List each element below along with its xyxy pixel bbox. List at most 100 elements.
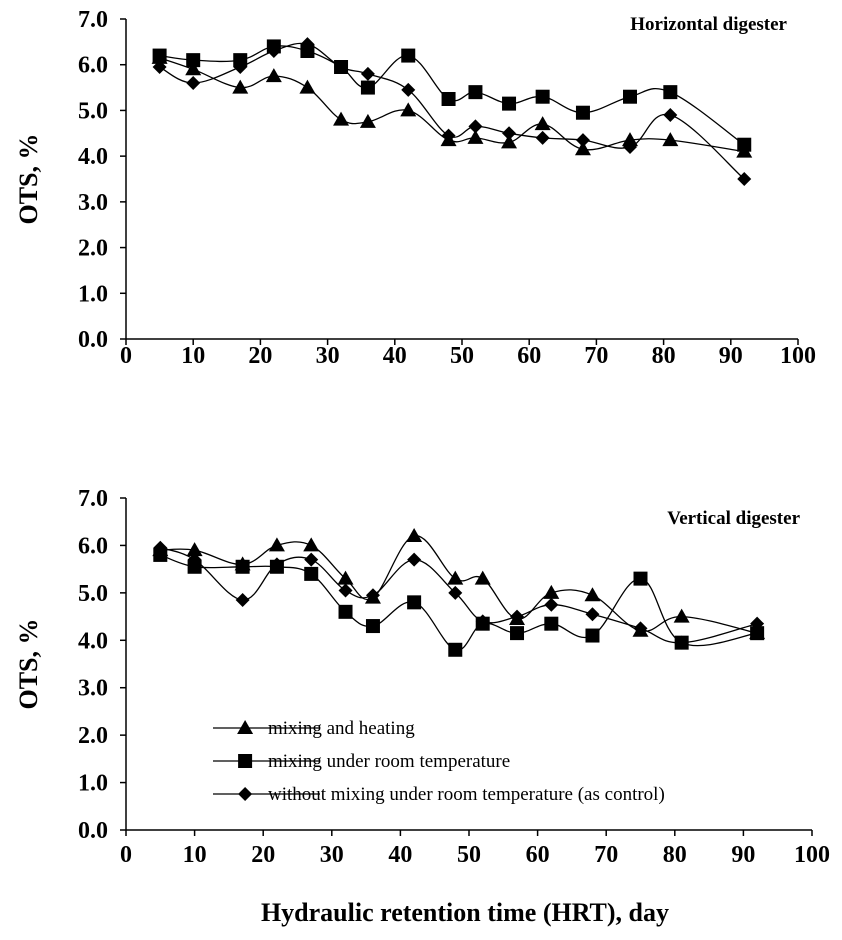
legend-label-without-mixing-under-room-temperature-as-control: without mixing under room temperature (a… [268,784,665,805]
data-point-square [152,48,167,63]
x-tick-label: 30 [320,842,344,868]
data-point-diamond [269,557,284,572]
data-point-square [448,642,463,657]
y-tick-label: 6.0 [78,533,108,559]
y-tick-label: 2.0 [78,723,108,749]
data-point-triangle [574,141,591,156]
data-point-square [360,80,375,95]
x-tick-label: 0 [120,842,132,868]
data-point-diamond [338,583,353,598]
data-point-triangle [543,584,560,599]
data-point-diamond [448,585,463,600]
horizontal-digester-panel: 0.0 1.0 2.0 3.0 4.0 5.0 6.0 7.0 0 10 20 30 40 50 60 70 8… [14,7,816,369]
y-tick-label: 6.0 [78,53,108,79]
data-point-triangle [622,132,638,147]
data-point-diamond [266,44,281,58]
x-tick-label: 100 [794,842,830,868]
series-line-diamond [159,42,745,180]
y-tick-label: 3.0 [78,676,108,702]
x-tick-label: 20 [251,842,275,868]
data-point-diamond [304,552,319,567]
data-point-diamond [360,66,375,81]
legend-label-mixing-under-room-temperature: mixing under room temperature [268,751,510,772]
x-tick-label: 70 [594,842,618,868]
data-point-square [153,547,168,562]
data-point-diamond [186,76,201,90]
data-point-triangle [406,527,423,542]
data-point-diamond [468,119,483,134]
data-point-square [441,92,456,106]
data-point-triangle [303,537,320,552]
data-point-diamond [737,172,752,186]
data-point-diamond [300,37,315,52]
x-tick-label: 0 [120,343,132,369]
data-point-diamond [535,130,550,145]
y-tick-label: 2.0 [78,236,108,262]
x-tick-label: 20 [248,343,272,369]
data-point-diamond [674,635,689,650]
data-point-square [750,626,765,641]
y-tick-label: 1.0 [78,281,108,307]
data-point-diamond [475,614,490,629]
x-tick-label: 40 [388,842,412,868]
data-point-diamond [502,126,517,141]
x-tick-label: 60 [526,842,550,868]
data-point-square [737,137,752,152]
x-axis-title: Hydraulic retention time (HRT), day [261,898,669,927]
x-tick-label: 70 [584,343,608,369]
data-point-diamond [235,592,250,607]
data-point-triangle [447,570,464,585]
x-tick-label: 50 [450,343,474,369]
data-point-triangle [299,79,316,94]
data-point-square [663,85,678,100]
data-point-triangle [186,542,203,557]
data-point-diamond [663,108,678,122]
y-axis-title: OTS, % [14,618,43,709]
data-point-square [544,616,559,631]
y-tick-label: 4.0 [78,628,108,654]
y-tick-label: 7.0 [78,486,108,512]
data-point-triangle [584,587,601,602]
data-point-triangle [467,129,484,144]
vertical-digester-panel: 0.0 1.0 2.0 3.0 4.0 5.0 6.0 7.0 0 10 20 30 40 50 60 70 8… [14,486,830,927]
data-point-triangle [400,102,417,117]
data-point-triangle [232,79,249,94]
data-point-square [623,89,637,104]
data-point-diamond [365,588,380,603]
data-point-diamond [152,60,167,74]
data-point-diamond [510,609,525,624]
data-point-triangle [474,570,491,585]
x-tick-label: 50 [457,842,481,868]
series-line-triangle [160,535,758,634]
data-point-diamond [407,552,422,567]
x-tick-label: 10 [181,343,205,369]
data-point-diamond [750,616,765,631]
data-point-diamond [153,540,168,555]
data-point-square [502,96,517,111]
data-point-triangle [265,68,282,83]
data-point-square [407,595,422,610]
data-point-diamond [187,552,202,567]
panel-title: Horizontal digester [630,14,787,35]
data-point-square [365,619,380,634]
series-line-diamond [160,547,758,644]
series-line-square [159,45,745,146]
x-tick-label: 90 [719,343,743,369]
x-tick-label: 80 [663,842,687,868]
data-point-diamond [401,82,416,97]
data-point-triangle [268,537,285,552]
x-tick-label: 100 [780,343,816,369]
series-line-triangle [159,57,745,153]
legend-label-mixing-and-heating: mixing and heating [268,718,415,739]
x-tick-label: 60 [517,343,541,369]
legend-marker-triangle [237,720,254,734]
y-tick-label: 4.0 [78,144,108,170]
data-point-square [338,604,353,619]
data-point-square [575,105,590,120]
data-point-square [401,48,416,63]
data-point-triangle [501,134,518,149]
data-point-triangle [185,61,202,76]
data-point-triangle [673,608,690,623]
x-tick-label: 10 [183,842,207,868]
